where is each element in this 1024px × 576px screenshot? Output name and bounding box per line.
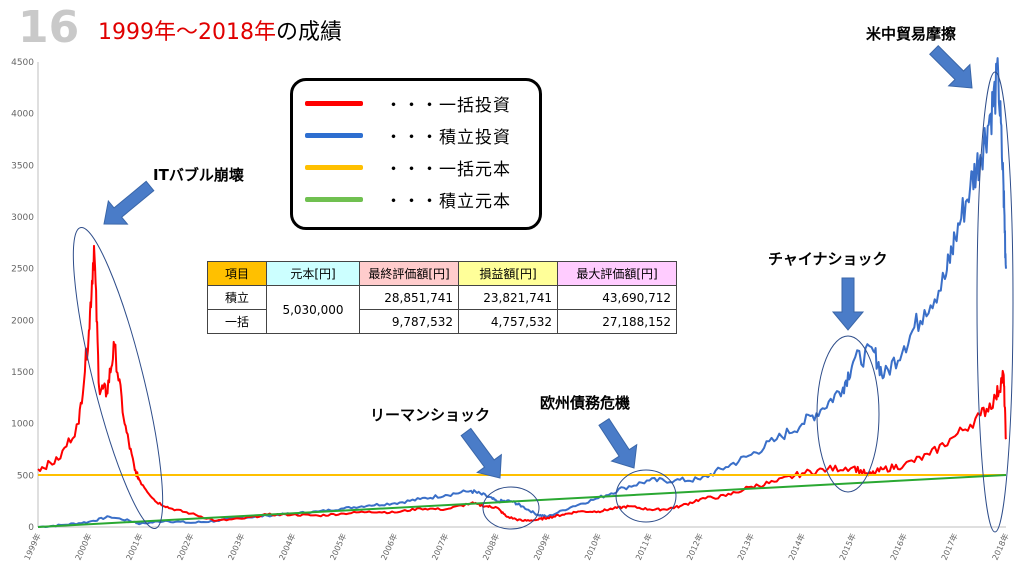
series-line-0 <box>37 244 1007 522</box>
legend-item: ・・・一括投資 <box>293 91 539 116</box>
trade-war-arrow <box>929 45 973 89</box>
table-row: 積立 5,030,000 28,851,741 23,821,741 43,69… <box>207 285 677 334</box>
page-number: 16 <box>18 2 80 53</box>
it-bubble-ellipse <box>72 226 164 530</box>
y-tick-label: 4500 <box>11 58 34 68</box>
title-period: 1999年～2018年 <box>98 20 276 45</box>
lehman-arrow <box>460 427 502 479</box>
row-label: 一括 <box>207 309 267 334</box>
china-arrow <box>831 277 865 331</box>
euro-debt-arrow-shape <box>598 418 638 469</box>
legend-label: ・・・一括投資 <box>385 96 511 116</box>
it-bubble-arrow-shape <box>103 180 155 225</box>
legend-swatch <box>305 101 363 106</box>
header-profit: 損益額[円] <box>458 261 558 286</box>
x-tick-label: 2008年 <box>480 532 501 562</box>
final-value-cell: 9,787,532 <box>359 309 459 334</box>
x-tick-label: 2009年 <box>531 532 552 562</box>
legend: ・・・一括投資 ・・・積立投資 ・・・一括元本 ・・・積立元本 <box>290 78 542 230</box>
annotation-shapes <box>72 45 1014 533</box>
lehman-ellipse <box>482 486 540 530</box>
trade-war-arrow-shape <box>929 45 973 89</box>
result-table: 項目 元本[円] 最終評価額[円] 損益額[円] 最大評価額[円] 積立 5,0… <box>207 261 677 334</box>
y-tick-label: 3000 <box>11 213 34 223</box>
x-tick-label: 2001年 <box>124 532 145 562</box>
profit-cell: 4,757,532 <box>458 309 558 334</box>
china-arrow-shape <box>831 277 865 331</box>
x-tick-label: 2005年 <box>327 532 348 562</box>
annotation-trade-war: 米中貿易摩擦 <box>866 25 957 43</box>
max-value-cell: 27,188,152 <box>557 309 677 334</box>
header-principal: 元本[円] <box>266 261 360 286</box>
header-final-value: 最終評価額[円] <box>359 261 459 286</box>
legend-item: ・・・積立投資 <box>293 123 539 148</box>
x-tick-label: 2016年 <box>888 532 909 562</box>
y-tick-label: 1500 <box>11 368 34 378</box>
legend-item: ・・・一括元本 <box>293 155 539 180</box>
x-tick-label: 2013年 <box>735 532 756 562</box>
x-tick-label: 2015年 <box>837 532 858 562</box>
x-tick-label: 2012年 <box>684 532 705 562</box>
china-ellipse <box>816 335 880 493</box>
legend-swatch <box>305 165 363 170</box>
legend-swatch <box>305 133 363 138</box>
legend-label: ・・・一括元本 <box>385 160 511 180</box>
y-tick-label: 0 <box>28 523 34 533</box>
annotation-lehman: リーマンショック <box>370 406 491 424</box>
x-tick-label: 2007年 <box>429 532 450 562</box>
annotation-china: チャイナショック <box>768 250 888 268</box>
header-max-value: 最大評価額[円] <box>557 261 677 286</box>
x-tick-label: 2006年 <box>378 532 399 562</box>
legend-label: ・・・積立投資 <box>385 128 511 148</box>
annotation-it-bubble: ITバブル崩壊 <box>153 166 244 184</box>
x-tick-label: 2014年 <box>786 532 807 562</box>
principal-cell: 5,030,000 <box>266 285 360 334</box>
x-tick-label: 2003年 <box>226 532 247 562</box>
x-tick-label: 2004年 <box>277 532 298 562</box>
legend-label: ・・・積立元本 <box>385 192 511 212</box>
trade-war-ellipse <box>976 71 1014 533</box>
table-header-row: 項目 元本[円] 最終評価額[円] 損益額[円] 最大評価額[円] <box>207 261 677 286</box>
final-value-cell: 28,851,741 <box>359 285 459 310</box>
it-bubble-arrow <box>103 180 155 225</box>
max-value-cell: 43,690,712 <box>557 285 677 310</box>
x-tick-label: 2010年 <box>582 532 603 562</box>
header-item: 項目 <box>207 261 267 286</box>
lehman-arrow-shape <box>460 427 502 479</box>
y-tick-label: 4000 <box>11 110 34 120</box>
series-line-3 <box>37 474 1007 528</box>
y-tick-label: 500 <box>17 471 34 481</box>
euro-debt-ellipse <box>615 469 677 523</box>
legend-item: ・・・積立元本 <box>293 187 539 212</box>
annotation-euro-debt: 欧州債務危機 <box>540 394 631 412</box>
x-tick-label: 2002年 <box>175 532 196 562</box>
series-layer <box>37 57 1007 528</box>
x-tick-label: 1999年 <box>22 532 43 562</box>
page-title: 1999年～2018年の成績 <box>98 22 342 44</box>
table-row: 一括 9,787,532 4,757,532 27,188,152 <box>207 309 677 334</box>
title-suffix: の成績 <box>275 20 342 45</box>
row-label: 積立 <box>207 285 267 310</box>
legend-swatch <box>305 197 363 202</box>
x-tick-label: 2011年 <box>633 532 654 562</box>
profit-cell: 23,821,741 <box>458 285 558 310</box>
x-tick-label: 2000年 <box>73 532 94 562</box>
y-tick-label: 1000 <box>11 420 34 430</box>
y-tick-label: 2500 <box>11 265 34 275</box>
x-tick-label: 2018年 <box>990 532 1011 562</box>
y-tick-label: 2000 <box>11 316 34 326</box>
y-tick-label: 3500 <box>11 161 34 171</box>
euro-debt-arrow <box>598 418 638 469</box>
x-tick-label: 2017年 <box>939 532 960 562</box>
